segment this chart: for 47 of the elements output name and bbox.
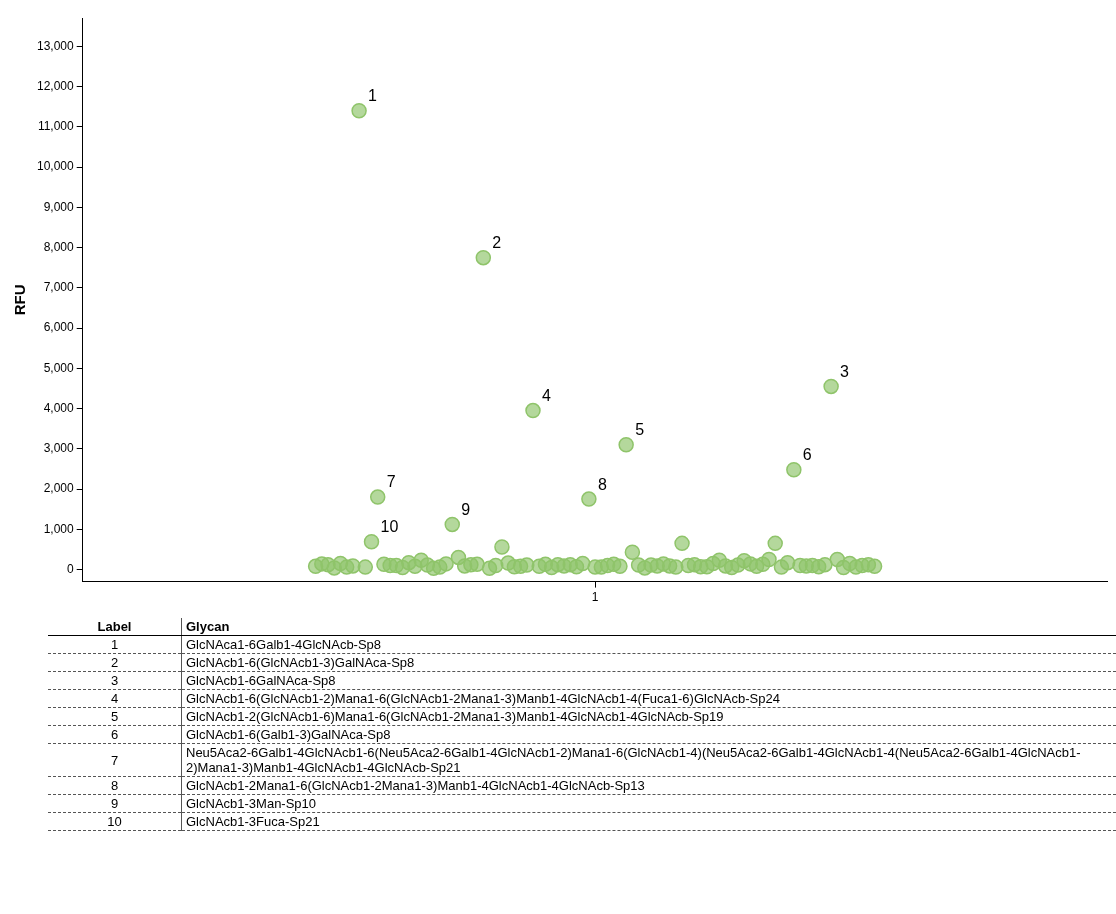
text: 4 (110, 691, 119, 706)
text: 7 (110, 752, 119, 768)
text: GlcNAcb1-6(GlcNAcb1-3)GalNAca-Sp8 (181, 653, 1116, 672)
annotation: 7 (386, 473, 396, 491)
annotation: 9 (461, 500, 471, 518)
annotation: 2 (492, 234, 502, 252)
y-tick-label: 0 (67, 561, 75, 576)
text: 5 (110, 709, 119, 724)
text: 10 (107, 814, 122, 829)
y-tick-label: 11,000 (37, 119, 75, 134)
text: GlcNAcb1-6(Galb1-3)GalNAca-Sp8 (181, 725, 1116, 744)
text: GlcNAcb1-2Mana1-6(GlcNAcb1-2Mana1-3)Manb1-4GlcNAcb1-4GlcNAcb-Sp13 (181, 776, 1116, 795)
y-tick-label: 13,000 (37, 38, 75, 53)
text: GlcNAcb1-3Fuca-Sp21 (181, 812, 1116, 831)
annotation: 10 (380, 518, 399, 536)
text: 9 (110, 796, 119, 811)
y-tick-label: 10,000 (37, 159, 75, 174)
y-tick-label: 4,000 (43, 400, 75, 415)
y-tick-label: 9,000 (43, 199, 75, 214)
annotation: 1 (368, 87, 378, 105)
annotation: 8 (597, 475, 607, 493)
text: GlcNAcb1-3Man-Sp10 (181, 794, 1116, 813)
text: Neu5Aca2-6Galb1-4GlcNAcb1-6(Neu5Aca2-6Galb1-4GlcNAcb1-2)Mana1-6(GlcNAcb1-4)(Neu5Aca2-6Galb1-4GlcNAcb1-4(Neu5Aca2-6Galb1-4GlcNAcb1-2)Mana1-3)Manb1-4GlcNAcb1-4GlcNAcb-Sp21 (181, 743, 1116, 777)
text: 6 (110, 727, 119, 742)
y-tick-label: 3,000 (43, 441, 75, 456)
y-tick-label: 8,000 (43, 239, 75, 254)
text: 3 (110, 673, 119, 688)
category-label: 1 (110, 637, 119, 652)
y-tick-label: 6,000 (43, 320, 75, 335)
y-tick-label: 5,000 (43, 360, 75, 375)
text: GlcNAca1-6Galb1-4GlcNAcb-Sp8 (181, 635, 1116, 654)
text: GlcNAcb1-2(GlcNAcb1-6)Mana1-6(GlcNAcb1-2Mana1-3)Manb1-4GlcNAcb1-4GlcNAcb-Sp19 (181, 707, 1116, 726)
y-axis-title: RFU (11, 284, 29, 316)
annotation: 4 (541, 386, 551, 404)
text: Label (48, 618, 182, 636)
y-tick-label: 1,000 (43, 521, 75, 536)
text: GlcNAcb1-6(GlcNAcb1-2)Mana1-6(GlcNAcb1-2Mana1-3)Manb1-4GlcNAcb1-4(Fuca1-6)GlcNAcb-Sp24 (181, 689, 1116, 708)
annotation: 5 (635, 421, 645, 439)
annotation: 6 (802, 446, 812, 464)
text: GlcNAcb1-6GalNAca-Sp8 (181, 671, 1116, 690)
y-tick-label: 12,000 (37, 78, 75, 93)
text: 2 (110, 655, 119, 670)
text: 8 (110, 778, 119, 793)
text: Glycan (181, 618, 1116, 636)
annotation: 3 (840, 362, 850, 380)
y-tick-label: 2,000 (43, 481, 75, 496)
y-tick-label: 7,000 (43, 280, 75, 295)
